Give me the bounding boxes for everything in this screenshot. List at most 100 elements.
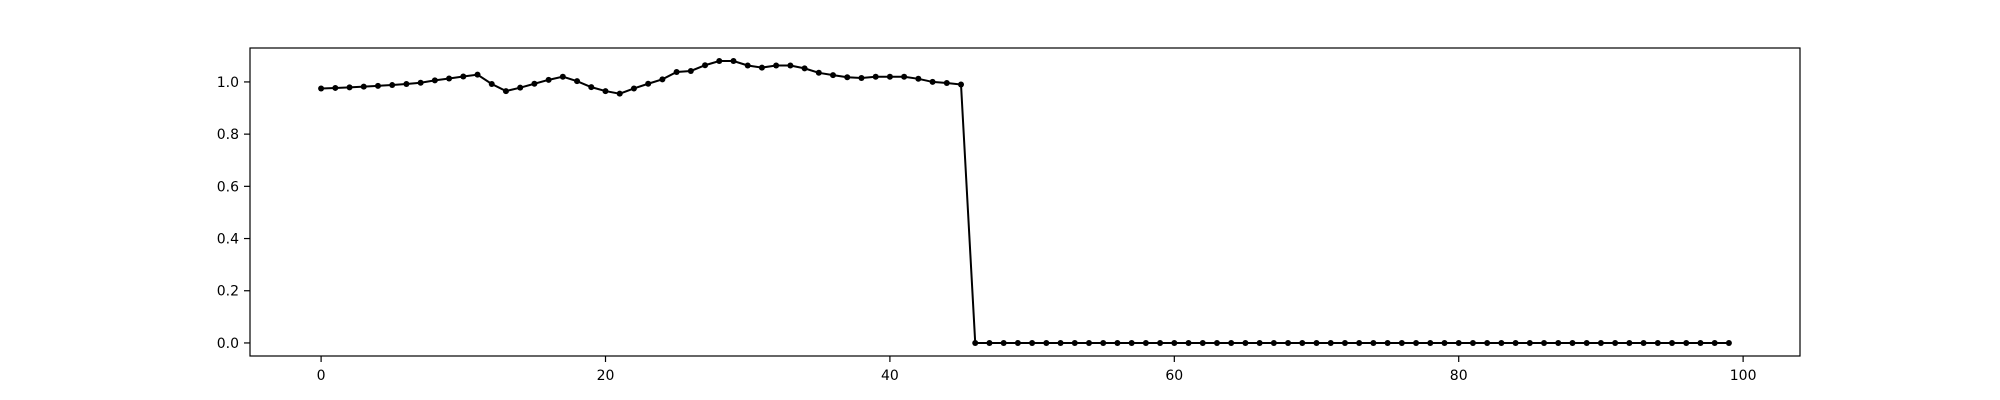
data-point [1697, 339, 1704, 346]
x-tick-label: 100 [1730, 368, 1757, 384]
data-point [1640, 339, 1647, 346]
data-point [360, 83, 367, 90]
data-point [346, 84, 353, 91]
data-point [616, 90, 623, 97]
data-point [1526, 339, 1533, 346]
data-point [830, 72, 837, 79]
plot-background [250, 48, 1800, 356]
y-tick-label: 0.0 [217, 336, 239, 352]
data-point [702, 62, 709, 69]
data-point [1498, 339, 1505, 346]
data-point [1085, 339, 1092, 346]
data-point [687, 67, 694, 74]
data-point [943, 79, 950, 86]
data-point [858, 75, 865, 82]
data-point [1242, 339, 1249, 346]
data-point [332, 84, 339, 91]
data-point [488, 81, 495, 88]
data-point [1455, 339, 1462, 346]
series-line [321, 60, 1729, 344]
data-point [744, 62, 751, 69]
data-point [460, 73, 467, 80]
data-point [602, 88, 609, 95]
data-point [1583, 339, 1590, 346]
data-point [1213, 339, 1220, 346]
data-point [1071, 339, 1078, 346]
data-point [1597, 339, 1604, 346]
x-tick-label: 40 [881, 368, 899, 384]
data-point [630, 85, 637, 92]
data-point [787, 62, 794, 69]
data-point [545, 76, 552, 83]
data-point [1612, 339, 1619, 346]
data-point [1142, 339, 1149, 346]
data-point [1512, 339, 1519, 346]
data-point [844, 74, 851, 81]
data-point [1014, 339, 1021, 346]
data-point [801, 65, 808, 72]
x-tick-label: 20 [597, 368, 615, 384]
y-tick-label: 0.2 [217, 284, 239, 300]
data-point [716, 58, 723, 65]
data-point [417, 79, 424, 86]
data-point [958, 81, 965, 88]
data-point [1199, 339, 1206, 346]
x-tick-label: 60 [1165, 368, 1183, 384]
data-point [1683, 339, 1690, 346]
data-point [1256, 339, 1263, 346]
data-point [659, 76, 666, 83]
data-point [1711, 339, 1718, 346]
data-point [1469, 339, 1476, 346]
data-point [1484, 339, 1491, 346]
data-point [1654, 339, 1661, 346]
data-point [645, 80, 652, 87]
data-point [531, 80, 538, 87]
data-point [517, 84, 524, 91]
data-point [1270, 339, 1277, 346]
data-point [1285, 339, 1292, 346]
data-point [972, 339, 979, 346]
data-point [1341, 339, 1348, 346]
plot-frame [249, 47, 1801, 357]
data-point [474, 71, 481, 78]
x-tick-label: 0 [317, 368, 326, 384]
data-point [1057, 339, 1064, 346]
data-point [1370, 339, 1377, 346]
data-point [673, 69, 680, 76]
data-point [1228, 339, 1235, 346]
data-point [886, 73, 893, 80]
data-point [1299, 339, 1306, 346]
y-tick-label: 1.0 [217, 75, 239, 91]
y-tick-label: 0.6 [217, 179, 239, 195]
y-tick-label: 0.4 [217, 232, 239, 248]
data-point [901, 73, 908, 80]
data-point [1043, 339, 1050, 346]
y-tick-label: 0.8 [217, 127, 239, 143]
data-point [1100, 339, 1107, 346]
data-point [1398, 339, 1405, 346]
data-point [1413, 339, 1420, 346]
data-point [1313, 339, 1320, 346]
data-point [389, 82, 396, 89]
data-point [588, 84, 595, 91]
data-point [1555, 339, 1562, 346]
x-axis: 0 20 40 60 80 100 [317, 356, 1757, 384]
data-point [574, 78, 581, 85]
data-point [1569, 339, 1576, 346]
data-markers [318, 58, 1732, 346]
data-point [559, 73, 566, 80]
data-point [1356, 339, 1363, 346]
data-point [1128, 339, 1135, 346]
data-point [1725, 339, 1732, 346]
data-point [502, 88, 509, 95]
data-point [929, 78, 936, 85]
data-point [872, 73, 879, 80]
data-point [1669, 339, 1676, 346]
data-point [1384, 339, 1391, 346]
data-point [1541, 339, 1548, 346]
y-axis: 0.0 0.2 0.4 0.6 0.8 1.0 [217, 75, 250, 352]
data-point [1626, 339, 1633, 346]
data-point [1157, 339, 1164, 346]
data-point [431, 77, 438, 84]
